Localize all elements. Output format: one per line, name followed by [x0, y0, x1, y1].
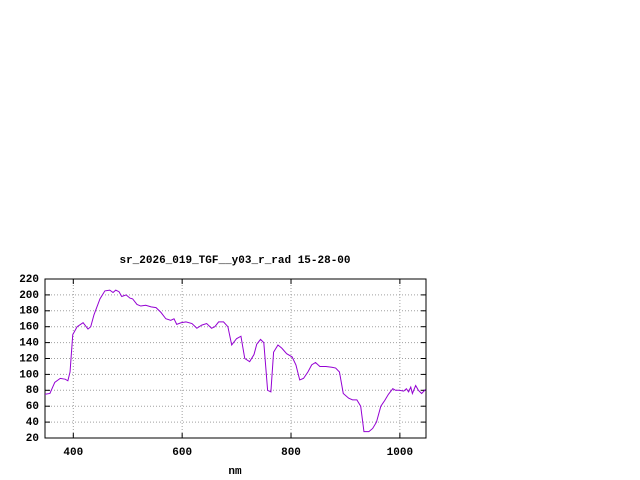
- plot-border: [44, 278, 427, 439]
- data-line: [44, 289, 426, 433]
- y-tick-label: 180: [19, 306, 39, 318]
- x-tick-label: 800: [281, 447, 301, 459]
- y-tick-label: 60: [26, 401, 39, 413]
- y-tick-label: 200: [19, 290, 39, 302]
- y-tick-label: 140: [19, 338, 39, 350]
- y-tick-label: 100: [19, 369, 39, 381]
- y-tick-label: 20: [26, 433, 39, 445]
- chart-title: sr_2026_019_TGF__y03_r_rad 15-28-00: [119, 255, 350, 267]
- y-tick-label: 120: [19, 353, 39, 365]
- x-tick-label: 600: [172, 447, 192, 459]
- y-tick-label: 40: [26, 417, 39, 429]
- y-tick-label: 80: [26, 385, 39, 397]
- x-tick-label: 400: [63, 447, 83, 459]
- y-tick-label: 220: [19, 274, 39, 286]
- y-tick-label: 160: [19, 322, 39, 334]
- x-axis-label: nm: [228, 466, 242, 478]
- x-tick-label: 1000: [387, 447, 413, 459]
